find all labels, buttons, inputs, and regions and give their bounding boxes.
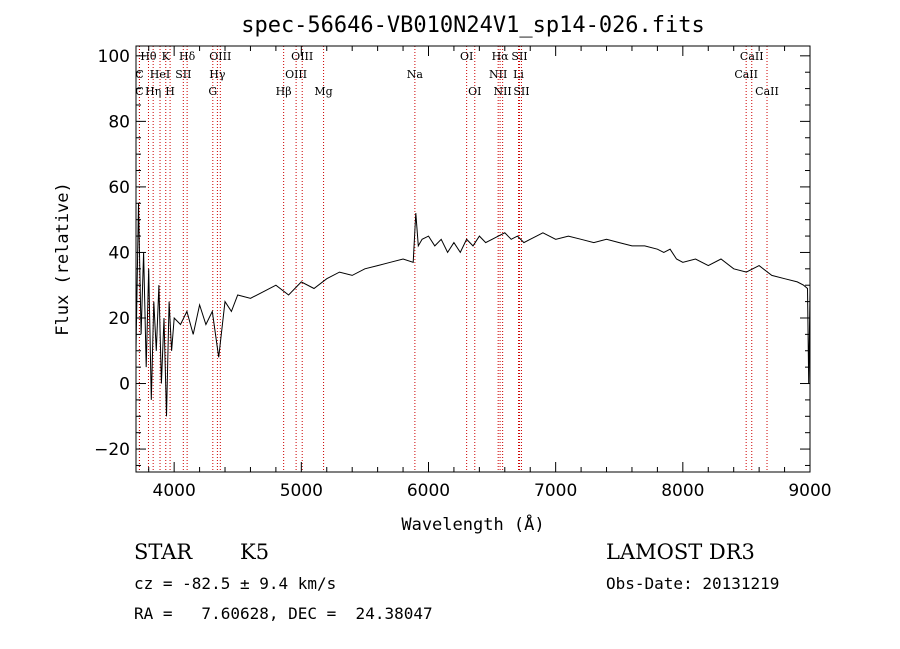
x-tick-label: 6000 xyxy=(407,481,450,501)
spectral-line-label: C xyxy=(135,68,143,81)
x-tick-label: 4000 xyxy=(153,481,196,501)
object-subclass: K5 xyxy=(240,540,270,564)
spectrum-line xyxy=(135,203,811,417)
y-axis-label: Flux (relative) xyxy=(53,182,73,336)
spectral-line-label: HeI xyxy=(150,68,170,81)
spectral-line-label: Hγ xyxy=(209,68,226,81)
spectral-line-label: SII xyxy=(513,85,529,98)
object-class: STAR xyxy=(134,540,193,564)
plot-frame xyxy=(135,45,811,473)
spectral-line-label: Mg xyxy=(314,85,332,98)
y-tick-label: −20 xyxy=(94,440,130,460)
spectrum-series xyxy=(135,203,811,417)
y-tick-label: 20 xyxy=(108,309,130,329)
spectral-line-label: NII xyxy=(493,85,511,98)
observation-date: Obs-Date: 20131219 xyxy=(606,574,780,593)
y-tick-label: 60 xyxy=(108,178,130,198)
x-tick-label: 5000 xyxy=(280,481,323,501)
coordinates: RA = 7.60628, DEC = 24.38047 xyxy=(134,604,433,623)
spectral-line-label: CaII xyxy=(755,85,779,98)
tick-labels: 4000 5000 6000 7000 8000 9000 −20 0 20 40 60 80 100 xyxy=(94,47,832,501)
spectral-line-label: Hθ xyxy=(140,50,157,63)
x-tick-label: 7000 xyxy=(534,481,577,501)
spectral-line-label: OI xyxy=(468,85,481,98)
spectral-line-label: CaII xyxy=(734,68,758,81)
spectral-line-label: NII xyxy=(489,68,507,81)
y-tick-label: 80 xyxy=(108,112,130,132)
spectral-line-label: Hα xyxy=(492,50,510,63)
spectral-line-label: SII xyxy=(175,68,191,81)
spectral-line-label: SII xyxy=(511,50,527,63)
spectral-line-label: Li xyxy=(513,68,524,81)
axis-ticks xyxy=(136,46,811,472)
y-tick-label: 100 xyxy=(98,47,130,67)
spectral-line-label: Hδ xyxy=(179,50,196,63)
x-axis-label: Wavelength (Å) xyxy=(401,513,544,535)
spectral-line-label: OIII xyxy=(285,68,307,81)
x-tick-label: 9000 xyxy=(788,481,831,501)
x-tick-label: 8000 xyxy=(661,481,704,501)
redshift-velocity: cz = -82.5 ± 9.4 km/s xyxy=(134,574,337,593)
spectral-line-label: OIII xyxy=(209,50,231,63)
chart-title: spec-56646-VB010N24V1_sp14-026.fits xyxy=(241,13,705,38)
spectral-line-label: K xyxy=(162,50,171,63)
spectral-line-label: H xyxy=(165,85,175,98)
spectral-line-label: OI xyxy=(460,50,473,63)
spectral-line-label: Hη xyxy=(145,85,161,98)
survey-name: LAMOST DR3 xyxy=(606,540,755,564)
spectral-line-label: G xyxy=(208,85,217,98)
spectral-line-label: OIII xyxy=(291,50,313,63)
y-tick-label: 0 xyxy=(119,375,130,395)
spectral-line-label: Hβ xyxy=(276,85,292,98)
spectral-line-label: CaII xyxy=(740,50,764,63)
spectral-line-label: C xyxy=(135,85,143,98)
y-tick-label: 40 xyxy=(108,243,130,263)
spectral-line-label: Na xyxy=(407,68,424,81)
spectral-line-markers xyxy=(138,46,768,472)
